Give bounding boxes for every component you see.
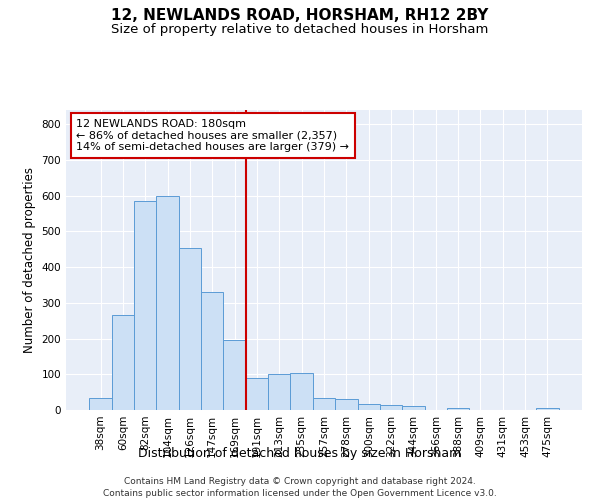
Bar: [246, 378, 268, 410]
Bar: [89, 398, 112, 410]
Bar: [536, 408, 559, 410]
Bar: [313, 398, 335, 410]
Bar: [402, 406, 425, 410]
Bar: [447, 408, 469, 410]
Bar: [290, 372, 313, 410]
Text: Contains HM Land Registry data © Crown copyright and database right 2024.: Contains HM Land Registry data © Crown c…: [124, 478, 476, 486]
Text: Size of property relative to detached houses in Horsham: Size of property relative to detached ho…: [112, 22, 488, 36]
Bar: [112, 316, 134, 410]
Text: Contains public sector information licensed under the Open Government Licence v3: Contains public sector information licen…: [103, 489, 497, 498]
Y-axis label: Number of detached properties: Number of detached properties: [23, 167, 36, 353]
Bar: [201, 292, 223, 410]
Bar: [223, 340, 246, 410]
Bar: [157, 196, 179, 410]
Text: Distribution of detached houses by size in Horsham: Distribution of detached houses by size …: [139, 448, 461, 460]
Text: 12, NEWLANDS ROAD, HORSHAM, RH12 2BY: 12, NEWLANDS ROAD, HORSHAM, RH12 2BY: [112, 8, 488, 22]
Bar: [380, 404, 402, 410]
Bar: [134, 201, 157, 410]
Text: 12 NEWLANDS ROAD: 180sqm
← 86% of detached houses are smaller (2,357)
14% of sem: 12 NEWLANDS ROAD: 180sqm ← 86% of detach…: [76, 119, 349, 152]
Bar: [335, 398, 358, 410]
Bar: [268, 374, 290, 410]
Bar: [179, 248, 201, 410]
Bar: [358, 404, 380, 410]
